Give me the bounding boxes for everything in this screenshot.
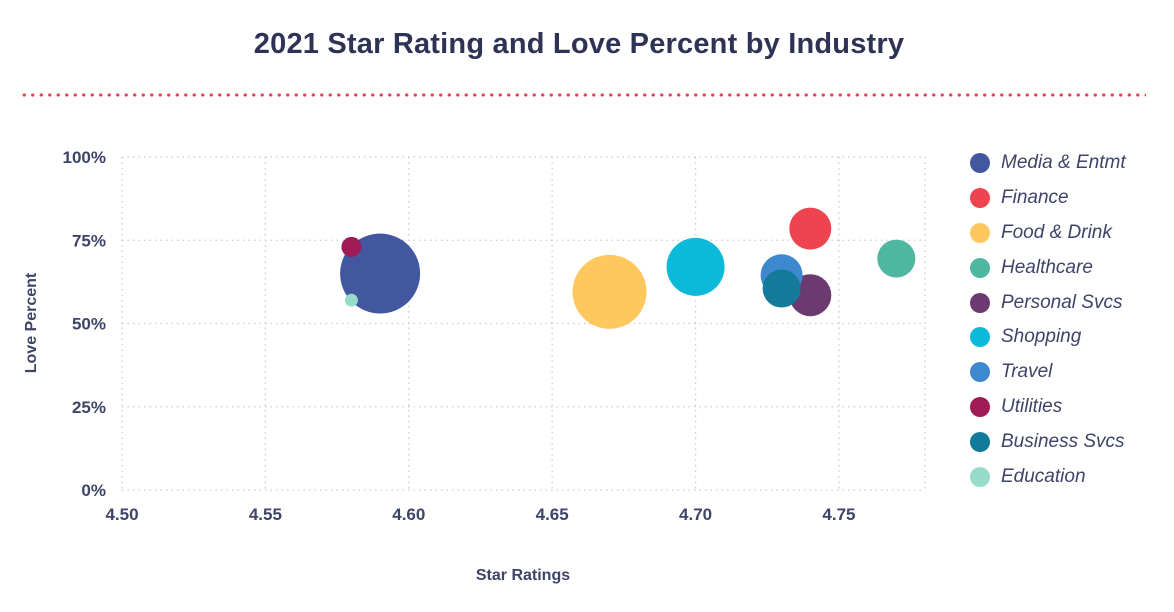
bubble-education[interactable] (344, 293, 358, 307)
x-axis-title: Star Ratings (476, 567, 570, 584)
y-tick-label: 100% (63, 148, 106, 167)
y-tick-labels: 0% 25% 50% 75% 100% (63, 148, 106, 500)
legend-label: Personal Svcs (1001, 291, 1123, 313)
legend-item[interactable]: Education (970, 459, 1126, 494)
x-tick-label: 4.60 (392, 505, 425, 524)
legend-item[interactable]: Food & Drink (970, 216, 1126, 251)
legend-item[interactable]: Business Svcs (970, 424, 1126, 459)
y-tick-label: 75% (72, 231, 106, 250)
x-tick-label: 4.55 (249, 505, 282, 524)
grid-lines (121, 156, 926, 491)
legend-label: Travel (1001, 361, 1053, 383)
bubbles (340, 207, 916, 329)
x-tick-label: 4.65 (536, 505, 569, 524)
legend: Media & Entmt Finance Food & Drink Healthca… (970, 146, 1126, 494)
legend-swatch (970, 188, 990, 209)
x-tick-label: 4.50 (105, 505, 138, 524)
legend-item[interactable]: Utilities (970, 390, 1126, 425)
title-divider (20, 93, 1146, 97)
legend-swatch (970, 396, 990, 417)
bubble-finance[interactable] (789, 207, 832, 250)
x-tick-label: 4.70 (679, 505, 712, 524)
x-tick-labels: 4.50 4.55 4.60 4.65 4.70 4.75 (105, 505, 855, 524)
legend-swatch (970, 222, 990, 243)
legend-swatch (970, 362, 990, 383)
legend-swatch (970, 292, 990, 313)
y-tick-label: 25% (72, 398, 106, 417)
legend-item[interactable]: Healthcare (970, 250, 1126, 285)
y-tick-label: 0% (81, 481, 106, 500)
bubble-shopping[interactable] (666, 237, 725, 296)
bubble-utilities[interactable] (341, 236, 362, 257)
bubble-media-entmt[interactable] (340, 233, 421, 314)
legend-label: Healthcare (1001, 256, 1093, 278)
legend-item[interactable]: Travel (970, 355, 1126, 390)
legend-swatch (970, 466, 990, 487)
y-axis-title: Love Percent (23, 272, 40, 373)
legend-swatch (970, 153, 990, 174)
legend-swatch (970, 431, 990, 452)
chart-title: 2021 Star Rating and Love Percent by Ind… (253, 28, 905, 60)
legend-label: Shopping (1001, 326, 1082, 348)
legend-swatch (970, 257, 990, 278)
legend-item[interactable]: Personal Svcs (970, 285, 1126, 320)
legend-label: Food & Drink (1001, 221, 1112, 243)
y-tick-label: 50% (72, 315, 106, 334)
x-tick-label: 4.75 (822, 505, 855, 524)
bubble-business-svcs[interactable] (762, 269, 801, 308)
legend-item[interactable]: Shopping (970, 320, 1126, 355)
legend-label: Finance (1001, 187, 1069, 209)
legend-swatch (970, 327, 990, 348)
legend-label: Media & Entmt (1001, 152, 1126, 174)
legend-label: Business Svcs (1001, 430, 1125, 452)
legend-item[interactable]: Media & Entmt (970, 146, 1126, 181)
bubble-food-drink[interactable] (572, 254, 647, 329)
legend-label: Education (1001, 465, 1086, 487)
legend-item[interactable]: Finance (970, 181, 1126, 216)
bubble-healthcare[interactable] (877, 239, 916, 278)
legend-label: Utilities (1001, 395, 1063, 417)
